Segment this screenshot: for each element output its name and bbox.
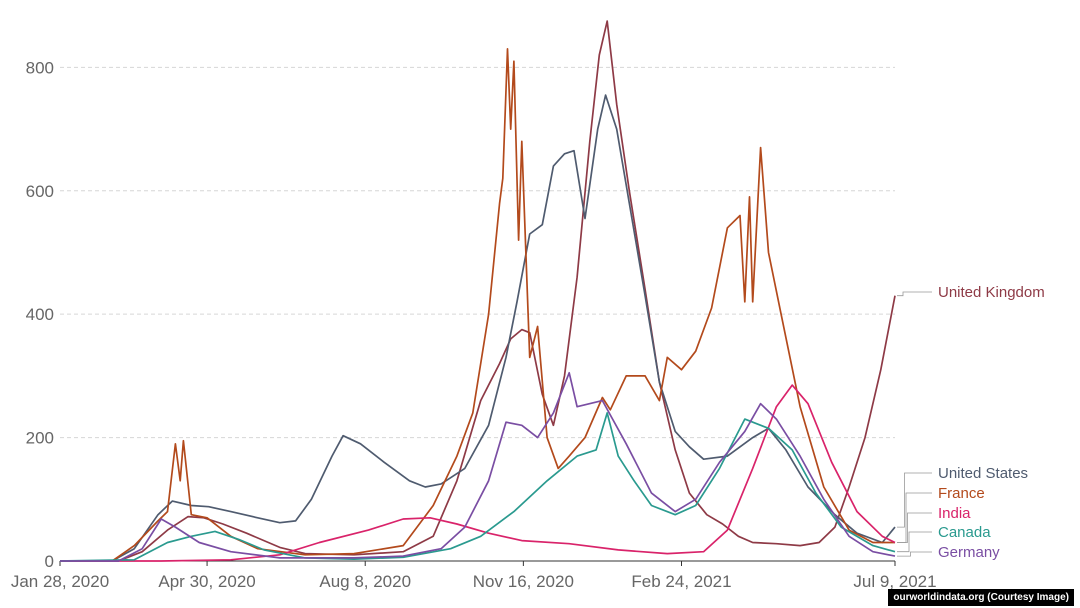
y-tick-label: 200 [26,429,54,448]
series-line-germany [60,371,896,562]
legend-label-united-states: United States [938,465,1028,482]
x-tick-label: Jul 9, 2021 [853,572,936,591]
series-line-united-states [60,94,896,562]
legend-label-canada: Canada [938,524,991,541]
x-tick-label: Aug 8, 2020 [319,572,411,591]
x-tick-label: Apr 30, 2020 [158,572,255,591]
y-tick-label: 0 [45,552,54,571]
series-line-france [60,48,895,562]
x-tick-label: Feb 24, 2021 [631,572,731,591]
series-line-united-kingdom [60,20,896,562]
series-line-canada [59,412,896,562]
legend-connector-germany [897,551,932,557]
y-tick-label: 400 [26,305,54,324]
legend-label-united-kingdom: United Kingdom [938,284,1045,301]
legend-connector-united-states [897,472,932,528]
legend-label-india: India [938,505,971,522]
series-line-india [60,384,896,562]
legend-connector-india [897,512,932,543]
legend-connector-france [897,492,932,543]
legend-connector-united-kingdom [897,291,932,297]
legend-label-france: France [938,485,985,502]
y-tick-label: 800 [26,58,54,77]
y-tick-label: 600 [26,182,54,201]
legend-connector-canada [897,531,932,553]
x-tick-label: Jan 28, 2020 [11,572,109,591]
legend-label-germany: Germany [938,544,1000,561]
image-credit: ourworldindata.org (Courtesy Image) [888,589,1074,606]
x-tick-label: Nov 16, 2020 [473,572,574,591]
